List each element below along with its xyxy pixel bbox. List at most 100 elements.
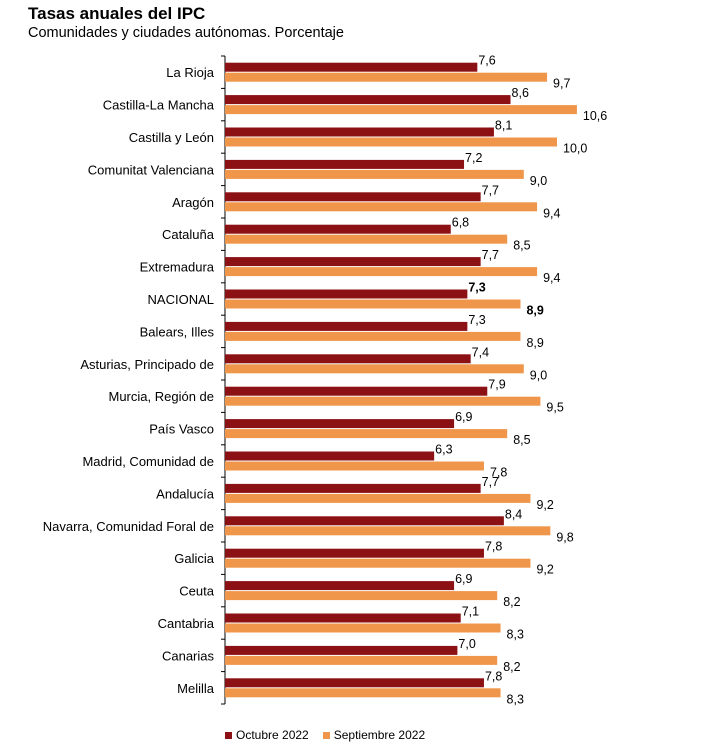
bar-octubre bbox=[225, 613, 461, 623]
value-label-octubre: 7,8 bbox=[485, 540, 502, 554]
bar-octubre bbox=[225, 354, 471, 364]
legend-swatch-septiembre bbox=[322, 731, 330, 739]
value-label-septiembre: 8,5 bbox=[513, 433, 530, 447]
legend-swatch-octubre bbox=[225, 731, 232, 739]
category-label: Murcia, Región de bbox=[109, 389, 215, 404]
value-label-octubre: 7,3 bbox=[468, 281, 485, 295]
bar-septiembre bbox=[225, 105, 577, 115]
value-label-septiembre: 9,2 bbox=[536, 563, 553, 577]
value-label-septiembre: 9,2 bbox=[536, 498, 553, 512]
category-label: Galicia bbox=[174, 551, 215, 566]
bar-septiembre bbox=[225, 364, 524, 374]
value-label-septiembre: 10,6 bbox=[583, 109, 607, 123]
bar-septiembre bbox=[225, 591, 498, 601]
category-label: Melilla bbox=[177, 681, 215, 696]
value-label-septiembre: 8,9 bbox=[526, 336, 543, 350]
bar-octubre bbox=[225, 386, 488, 396]
category-label: Asturias, Principado de bbox=[80, 357, 214, 372]
legend-label-septiembre: Septiembre 2022 bbox=[333, 728, 426, 742]
value-label-octubre: 7,1 bbox=[462, 605, 479, 619]
value-label-octubre: 6,8 bbox=[452, 216, 469, 230]
category-label: La Rioja bbox=[166, 65, 214, 80]
category-label: Cantabria bbox=[158, 616, 215, 631]
bar-octubre bbox=[225, 289, 468, 299]
category-label: Balears, Illes bbox=[140, 324, 215, 339]
category-label: Castilla y León bbox=[129, 130, 214, 145]
category-label: Comunitat Valenciana bbox=[88, 162, 215, 177]
category-label: País Vasco bbox=[149, 422, 214, 437]
bar-octubre bbox=[225, 257, 481, 267]
value-label-septiembre: 8,5 bbox=[513, 239, 530, 253]
bar-septiembre bbox=[225, 299, 521, 309]
bar-septiembre bbox=[225, 72, 548, 82]
category-label: Castilla-La Mancha bbox=[103, 98, 215, 113]
value-label-septiembre: 8,9 bbox=[526, 304, 543, 318]
bar-septiembre bbox=[225, 461, 484, 471]
legend: Octubre 2022 Septiembre 2022 bbox=[225, 728, 425, 742]
bar-octubre bbox=[225, 419, 455, 429]
value-label-septiembre: 9,0 bbox=[530, 174, 547, 188]
value-label-octubre: 8,6 bbox=[512, 86, 529, 100]
bar-septiembre bbox=[225, 234, 508, 244]
value-label-octubre: 6,3 bbox=[435, 443, 452, 457]
bar-octubre bbox=[225, 95, 511, 105]
value-label-octubre: 7,2 bbox=[465, 151, 482, 165]
bar-octubre bbox=[225, 451, 435, 461]
value-label-octubre: 7,7 bbox=[482, 248, 499, 262]
value-label-octubre: 7,4 bbox=[472, 345, 489, 359]
value-label-octubre: 7,3 bbox=[468, 313, 485, 327]
bar-septiembre bbox=[225, 169, 524, 179]
legend-label-octubre: Octubre 2022 bbox=[236, 728, 309, 742]
bar-septiembre bbox=[225, 331, 521, 341]
chart-subtitle: Comunidades y ciudades autónomas. Porcen… bbox=[28, 25, 344, 41]
bar-septiembre bbox=[225, 396, 541, 406]
value-label-septiembre: 9,4 bbox=[543, 206, 560, 220]
value-label-octubre: 7,0 bbox=[458, 637, 475, 651]
bar-octubre bbox=[225, 159, 465, 169]
value-label-septiembre: 9,7 bbox=[553, 77, 570, 91]
legend-item-septiembre: Septiembre 2022 bbox=[322, 728, 426, 742]
value-label-octubre: 6,9 bbox=[455, 572, 472, 586]
legend-item-octubre: Octubre 2022 bbox=[225, 728, 309, 742]
bar-septiembre bbox=[225, 267, 538, 277]
category-label: Cataluña bbox=[162, 227, 215, 242]
bar-septiembre bbox=[225, 429, 508, 439]
value-label-septiembre: 9,5 bbox=[546, 401, 563, 415]
bar-octubre bbox=[225, 224, 451, 234]
value-label-octubre: 8,4 bbox=[505, 507, 522, 521]
bar-octubre bbox=[225, 516, 504, 526]
value-label-octubre: 8,1 bbox=[495, 119, 512, 133]
chart-title: Tasas anuales del IPC bbox=[28, 4, 206, 23]
bar-octubre bbox=[225, 62, 478, 72]
bar-septiembre bbox=[225, 623, 501, 633]
category-label: Canarias bbox=[162, 648, 215, 663]
category-label: Andalucía bbox=[156, 486, 215, 501]
bar-octubre bbox=[225, 321, 468, 331]
bar-octubre bbox=[225, 645, 458, 655]
value-label-octubre: 7,6 bbox=[478, 54, 495, 68]
bar-septiembre bbox=[225, 688, 501, 698]
category-label: NACIONAL bbox=[148, 292, 214, 307]
value-label-septiembre: 8,3 bbox=[507, 628, 524, 642]
bar-septiembre bbox=[225, 558, 531, 568]
value-label-septiembre: 9,0 bbox=[530, 368, 547, 382]
value-label-septiembre: 10,0 bbox=[563, 142, 587, 156]
bar-septiembre bbox=[225, 493, 531, 503]
value-label-septiembre: 8,2 bbox=[503, 595, 520, 609]
bar-septiembre bbox=[225, 526, 551, 536]
value-label-septiembre: 8,3 bbox=[507, 692, 524, 706]
value-label-septiembre: 8,2 bbox=[503, 660, 520, 674]
category-label: Navarra, Comunidad Foral de bbox=[43, 519, 214, 534]
value-label-octubre: 6,9 bbox=[455, 410, 472, 424]
bar-octubre bbox=[225, 581, 455, 591]
value-label-octubre: 7,7 bbox=[482, 183, 499, 197]
bar-octubre bbox=[225, 548, 484, 558]
value-label-octubre: 7,8 bbox=[485, 669, 502, 683]
bar-octubre bbox=[225, 483, 481, 493]
value-label-septiembre: 7,8 bbox=[490, 466, 507, 480]
category-label: Madrid, Comunidad de bbox=[82, 454, 214, 469]
value-label-septiembre: 9,4 bbox=[543, 271, 560, 285]
bar-octubre bbox=[225, 127, 494, 137]
bar-octubre bbox=[225, 678, 484, 688]
